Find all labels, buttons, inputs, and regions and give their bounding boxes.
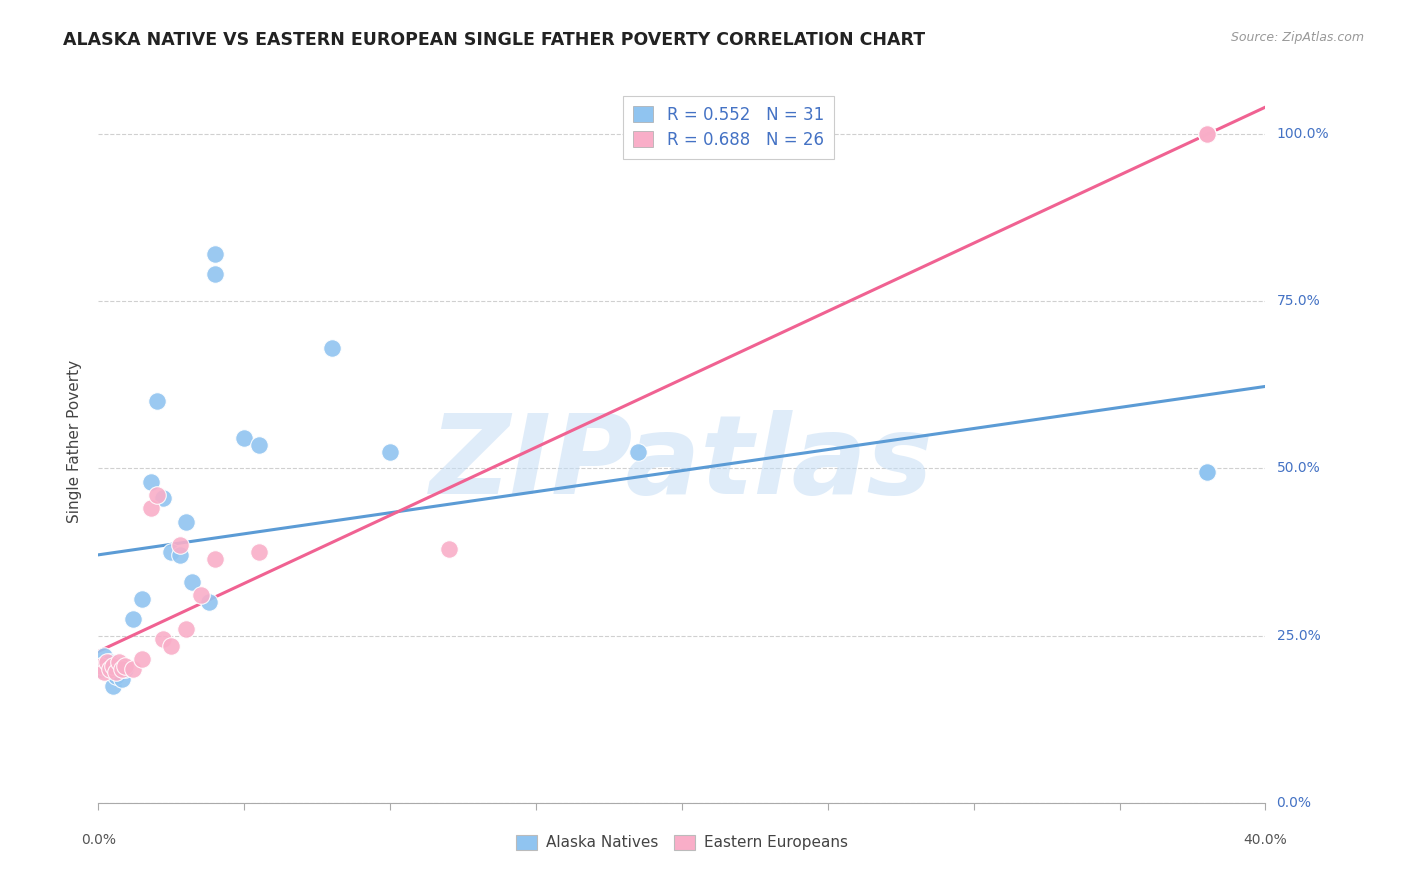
Text: ALASKA NATIVE VS EASTERN EUROPEAN SINGLE FATHER POVERTY CORRELATION CHART: ALASKA NATIVE VS EASTERN EUROPEAN SINGLE… [63,31,925,49]
Point [437,541,460,556]
Point [139,475,162,489]
Point [1195,127,1218,141]
Point [160,545,183,559]
Point [111,662,134,676]
Point [247,438,270,452]
Point [160,639,183,653]
Point [321,341,343,355]
Point [90,658,112,673]
Point [380,444,402,458]
Point [657,127,679,141]
Point [108,658,131,673]
Point [114,658,136,673]
Point [152,632,174,646]
Point [174,622,197,636]
Point [114,662,136,676]
Text: ZIPatlas: ZIPatlas [430,409,934,516]
Text: 40.0%: 40.0% [1243,833,1288,847]
Point [1195,465,1218,479]
Point [131,652,153,666]
Point [1195,465,1218,479]
Point [204,551,226,566]
Point [1195,127,1218,141]
Text: 0.0%: 0.0% [1277,796,1312,810]
Point [104,665,127,680]
Point [101,679,124,693]
Point [122,662,145,676]
Point [627,444,650,458]
Point [146,394,169,409]
Text: 0.0%: 0.0% [82,833,115,847]
Point [152,491,174,506]
Point [180,575,202,590]
Text: 100.0%: 100.0% [1277,127,1329,141]
Point [198,595,221,609]
Point [111,672,134,686]
Point [204,247,226,261]
Text: 25.0%: 25.0% [1277,629,1320,642]
Point [98,655,121,669]
Y-axis label: Single Father Poverty: Single Father Poverty [67,360,83,523]
Point [108,655,131,669]
Point [1195,465,1218,479]
Text: 75.0%: 75.0% [1277,294,1320,308]
Point [96,655,118,669]
Point [169,548,191,563]
Point [139,501,162,516]
Point [98,662,121,676]
Point [204,268,226,282]
Point [190,589,212,603]
Point [1195,127,1218,141]
Text: 50.0%: 50.0% [1277,461,1320,475]
Point [90,662,112,676]
Point [169,538,191,552]
Point [104,669,127,683]
Point [146,488,169,502]
Point [93,665,115,680]
Point [1195,465,1218,479]
Point [247,545,270,559]
Point [1195,127,1218,141]
Point [233,431,256,445]
Point [1195,127,1218,141]
Point [131,591,153,606]
Point [122,612,145,626]
Text: Source: ZipAtlas.com: Source: ZipAtlas.com [1230,31,1364,45]
Point [174,515,197,529]
Legend: Alaska Natives, Eastern Europeans: Alaska Natives, Eastern Europeans [509,829,855,856]
Point [96,662,118,676]
Point [93,648,115,663]
Point [101,658,124,673]
